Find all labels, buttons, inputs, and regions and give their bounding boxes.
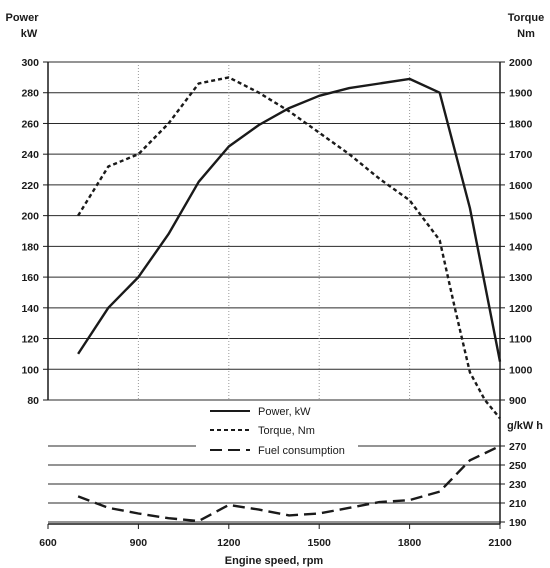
tick-labels: 80 100 120 140 160 180 200 220 240 260 280 300 900 10… xyxy=(21,57,532,549)
fuel-tick-label: 270 xyxy=(509,441,527,453)
power-tick-label: 100 xyxy=(21,364,39,376)
power-axis-label-line1: Power xyxy=(5,12,39,24)
power-tick-label: 120 xyxy=(21,334,39,346)
legend-power-label: Power, kW xyxy=(258,406,311,418)
x-tick-label: 600 xyxy=(39,537,57,549)
power-tick-label: 300 xyxy=(21,57,39,69)
power-tick-label: 260 xyxy=(21,118,39,130)
x-tick-label: 1500 xyxy=(308,537,332,549)
x-axis-label: Engine speed, rpm xyxy=(225,555,324,567)
series-torque-line xyxy=(77,76,501,420)
fuel-axis-label: g/kW h xyxy=(507,420,543,432)
series-power-line xyxy=(77,77,502,362)
torque-tick-label: 1100 xyxy=(509,334,532,346)
power-tick-label: 80 xyxy=(27,395,39,407)
power-tick-label: 180 xyxy=(21,241,39,253)
power-tick-label: 280 xyxy=(21,88,39,100)
power-axis-label-line2: kW xyxy=(21,28,38,40)
torque-tick-label: 2000 xyxy=(509,57,533,69)
x-tick-label: 2100 xyxy=(488,537,512,549)
legend-fuel-label: Fuel consumption xyxy=(258,445,345,457)
power-tick-label: 220 xyxy=(21,180,39,192)
fuel-tick-label: 230 xyxy=(509,479,527,491)
power-tick-label: 240 xyxy=(21,149,39,161)
torque-tick-label: 1600 xyxy=(509,180,533,192)
fuel-tick-label: 250 xyxy=(509,460,527,472)
torque-tick-label: 1500 xyxy=(509,211,533,223)
torque-axis-label-line2: Nm xyxy=(517,28,535,40)
torque-tick-label: 1000 xyxy=(509,364,533,376)
series-fuel-line xyxy=(77,444,501,523)
torque-tick-label: 900 xyxy=(509,395,527,407)
power-tick-label: 200 xyxy=(21,211,39,223)
legend-torque-label: Torque, Nm xyxy=(258,425,315,437)
torque-tick-label: 1700 xyxy=(509,149,533,161)
x-tick-label: 1800 xyxy=(398,537,422,549)
series-layer xyxy=(77,76,502,523)
torque-tick-label: 1900 xyxy=(509,88,533,100)
torque-axis-label-line1: Torque xyxy=(508,12,544,24)
x-tick-label: 1200 xyxy=(217,537,241,549)
power-tick-label: 160 xyxy=(21,272,39,284)
fuel-tick-label: 190 xyxy=(509,517,527,529)
legend: Power, kW Torque, Nm Fuel consumption xyxy=(196,403,358,460)
torque-tick-label: 1400 xyxy=(509,241,533,253)
torque-tick-label: 1300 xyxy=(509,272,533,284)
gridlines xyxy=(48,61,500,523)
legend-background xyxy=(196,403,358,460)
torque-tick-label: 1800 xyxy=(509,118,533,130)
torque-tick-label: 1200 xyxy=(509,303,533,315)
x-tick-label: 900 xyxy=(130,537,148,549)
plot-frame xyxy=(47,62,501,525)
fuel-tick-label: 210 xyxy=(509,498,527,510)
power-tick-label: 140 xyxy=(21,303,39,315)
